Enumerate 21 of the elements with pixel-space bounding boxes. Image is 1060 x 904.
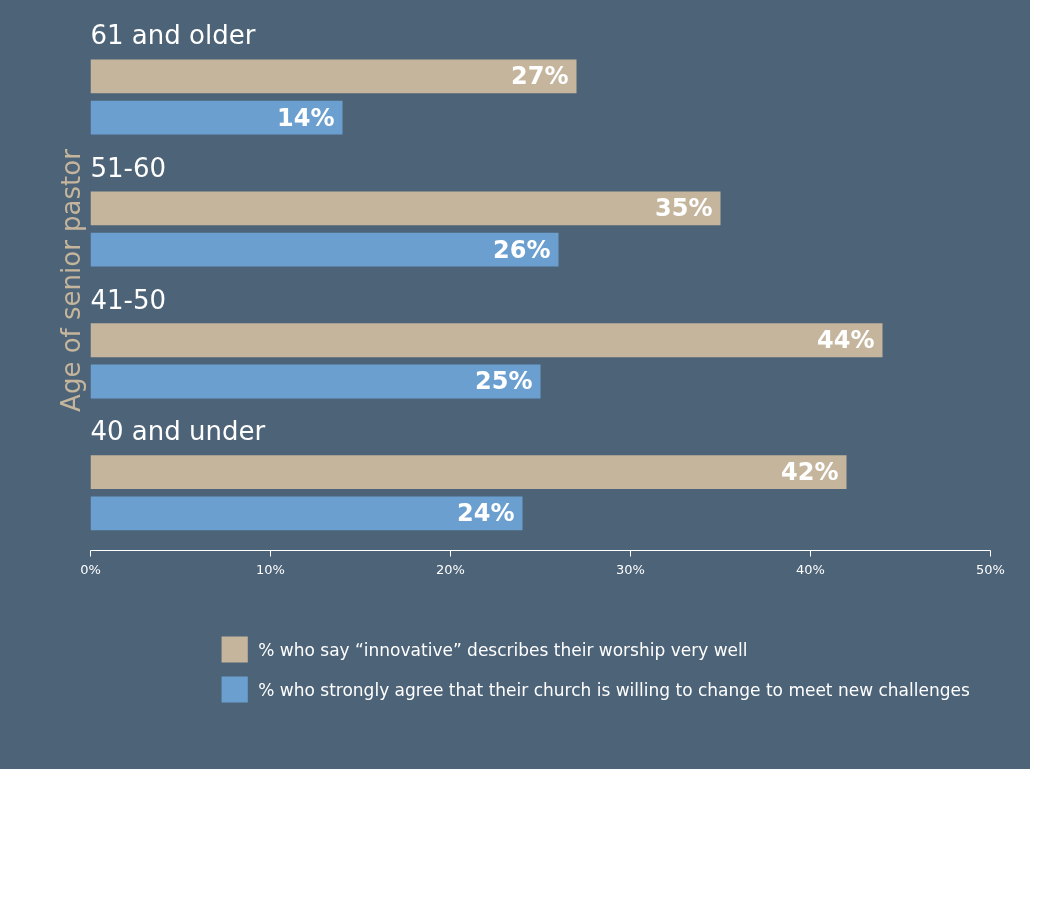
data-label: 27% [511,62,569,91]
data-label: 35% [655,194,713,223]
x-tick-label: 30% [616,561,645,577]
y-tick-label: 41-50 [90,285,167,316]
x-tick-label: 0% [80,561,101,577]
x-tick-label: 20% [436,561,465,577]
y-tick-label: 61 and older [90,20,256,51]
x-tick-label: 10% [256,561,285,577]
data-label: 14% [277,103,335,132]
y-tick-label: 51-60 [90,153,167,184]
x-tick-label: 50% [976,561,1005,577]
data-label: 26% [493,235,551,264]
legend-label: % who say “innovative” describes their worship very well [258,639,748,660]
x-tick-label: 40% [796,561,825,577]
legend-label: % who strongly agree that their church is willing to change to meet new challenges [258,679,970,700]
data-label: 42% [781,458,839,487]
data-label: 25% [475,367,533,396]
data-label: 24% [457,499,515,528]
y-tick-label: 40 and under [90,415,266,446]
y-axis-title: Age of senior pastor [55,148,86,412]
data-label: 44% [817,326,875,355]
